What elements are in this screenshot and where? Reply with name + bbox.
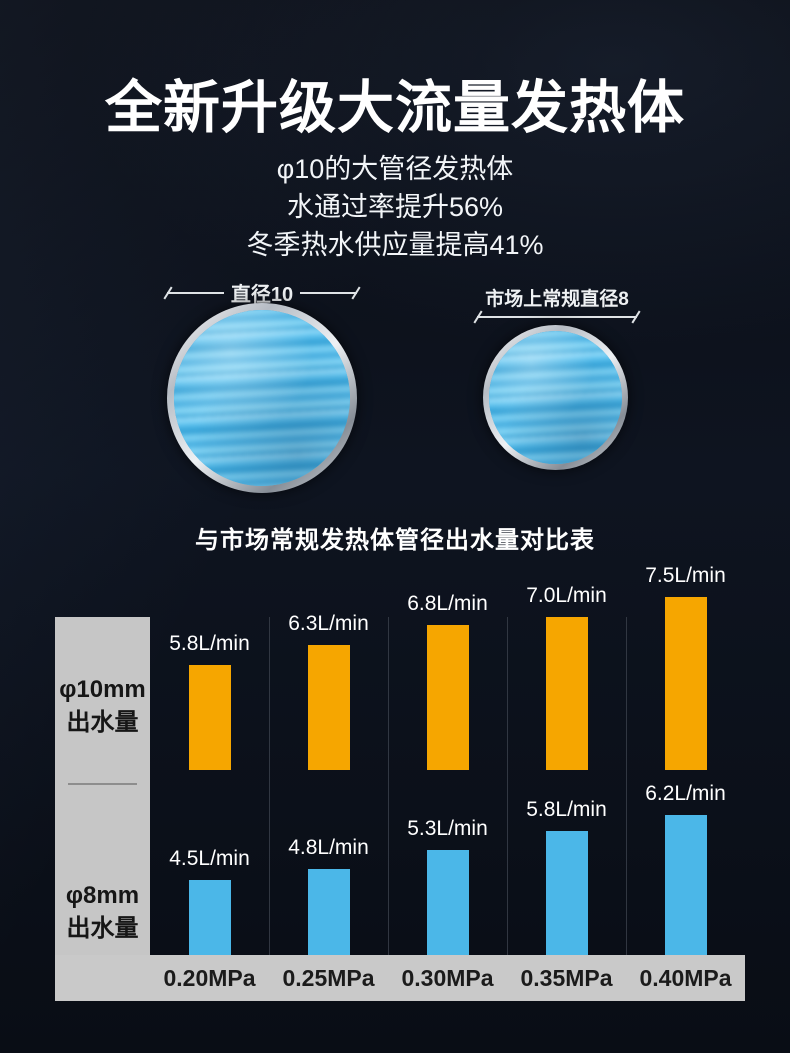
dimension-label-right: 市场上常规直径8 [485, 289, 629, 310]
x-axis-label: 0.35MPa [520, 964, 613, 991]
chart-title: 与市场常规发热体管径出水量对比表 [195, 527, 595, 554]
dimension-line [473, 310, 641, 324]
row-label-text: φ8mm [65, 882, 140, 909]
bar-φ8mm出水量-0.20MPa [188, 880, 231, 955]
column-separator [626, 617, 627, 955]
row-label-text: φ10mm [59, 676, 146, 703]
water-texture [489, 331, 622, 464]
bar-φ10mm出水量-0.25MPa [307, 645, 350, 770]
bar-φ8mm出水量-0.35MPa [545, 831, 588, 955]
bar-value-label: 4.8L/min [288, 836, 369, 859]
bar-φ8mm出水量-0.30MPa [426, 850, 469, 955]
row-divider [68, 783, 137, 785]
bar-value-label: 5.8L/min [169, 632, 250, 655]
bar-φ10mm出水量-0.35MPa [545, 617, 588, 770]
bar-value-label: 6.3L/min [288, 612, 369, 635]
bar-value-label: 5.3L/min [407, 817, 488, 840]
bar-φ10mm出水量-0.40MPa [664, 597, 707, 770]
x-axis-label: 0.20MPa [163, 964, 256, 991]
chart-x-axis: 0.20MPa 0.25MPa 0.30MPa 0.35MPa 0.40MPa [55, 955, 745, 1001]
dimension-line [163, 286, 224, 299]
dimension-tick [163, 286, 173, 299]
bar-value-label: 5.8L/min [526, 798, 607, 821]
dimension-line [300, 286, 361, 299]
dimension-tick [631, 310, 641, 324]
row-label-text: 出水量 [66, 915, 139, 942]
x-axis-label: 0.30MPa [401, 964, 494, 991]
water-texture [174, 310, 350, 486]
x-axis-spacer [55, 955, 150, 1001]
subtitle-line-1: φ10的大管径发热体 [276, 154, 514, 184]
dimension-label-left: 直径10 [230, 284, 294, 306]
tube-image-10mm [167, 303, 357, 493]
dimension-tick [351, 286, 361, 299]
bar-φ8mm出水量-0.40MPa [664, 815, 707, 955]
bar-value-label: 6.8L/min [407, 592, 488, 615]
chart-plot: 5.8L/min 6.3L/min 6.8L/min 7.0L/min 7.5L/min… [150, 564, 745, 955]
tube-image-8mm [483, 325, 628, 470]
column-separator [269, 617, 270, 955]
dimension-annotation-right: 市场上常规直径8 [473, 284, 641, 324]
bar-φ8mm出水量-0.25MPa [307, 869, 350, 955]
x-axis-label: 0.40MPa [639, 964, 732, 991]
column-separator [507, 617, 508, 955]
row-label-10mm: φ10mm 出水量 [55, 673, 150, 739]
dimension-tick [473, 310, 483, 324]
chart-row-label-panel: φ10mm 出水量 φ8mm 出水量 [55, 617, 150, 955]
bar-value-label: 7.0L/min [526, 584, 607, 607]
bar-φ10mm出水量-0.20MPa [188, 665, 231, 770]
bar-value-label: 7.5L/min [645, 564, 726, 587]
subtitle-line-2: 水通过率提升56% [286, 192, 504, 222]
subtitle-block: φ10的大管径发热体 水通过率提升56% 冬季热水供应量提高41% [0, 150, 790, 264]
row-label-8mm: φ8mm 出水量 [55, 879, 150, 945]
x-axis-label: 0.25MPa [282, 964, 375, 991]
row-label-text: 出水量 [66, 709, 139, 736]
subtitle-line-3: 冬季热水供应量提高41% [246, 230, 544, 260]
bar-value-label: 4.5L/min [169, 847, 250, 870]
column-separator [388, 617, 389, 955]
dimension-annotation-left: 直径10 [163, 278, 361, 307]
page-title: 全新升级大流量发热体 [105, 76, 685, 140]
bar-value-label: 6.2L/min [645, 782, 726, 805]
bar-φ10mm出水量-0.30MPa [426, 625, 469, 770]
